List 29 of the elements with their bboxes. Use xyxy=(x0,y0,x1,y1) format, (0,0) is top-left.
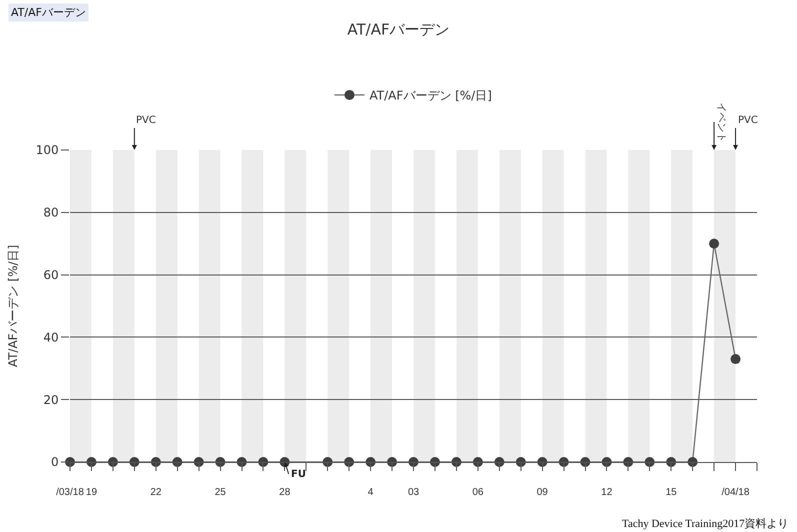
y-tick-label: 80 xyxy=(43,206,59,220)
annotation: PVC xyxy=(738,115,758,126)
x-tick-label: 06 xyxy=(472,487,484,498)
annotation: FU xyxy=(291,469,306,480)
x-tick-label: 03 xyxy=(408,487,420,498)
x-tick-label: 22 xyxy=(150,487,162,498)
y-axis-title: AT/AFバーデン [%/日] xyxy=(6,244,20,368)
x-tick-label: 25 xyxy=(214,487,226,498)
x-tick-label: 12 xyxy=(601,487,613,498)
text: AT/AFバーデン xyxy=(11,6,86,19)
x-tick-label: 15 xyxy=(666,487,678,498)
point xyxy=(709,238,720,249)
x-tick-label: 28 xyxy=(279,487,291,498)
point xyxy=(730,354,741,364)
x-tick-label: 09 xyxy=(536,487,548,498)
y-tick-label: 100 xyxy=(36,143,59,158)
chart-title: AT/AFバーデン xyxy=(347,20,450,38)
annotation: PVC xyxy=(136,115,156,126)
y-tick-label: 40 xyxy=(43,330,59,344)
x-tick-label: /03/18 xyxy=(56,487,84,498)
y-tick-label: 60 xyxy=(43,268,59,282)
text: Tachy Device Training2017資料より xyxy=(622,517,789,530)
x-tick-label: /04/18 xyxy=(722,487,750,498)
legend-label: AT/AFバーデン [%/日] xyxy=(370,88,492,103)
x-tick-label: 19 xyxy=(86,487,98,498)
annotation: イベント xyxy=(716,102,727,142)
x-tick-label: 4 xyxy=(368,487,374,498)
y-tick-label: 0 xyxy=(50,455,59,470)
y-tick-label: 20 xyxy=(43,392,59,407)
